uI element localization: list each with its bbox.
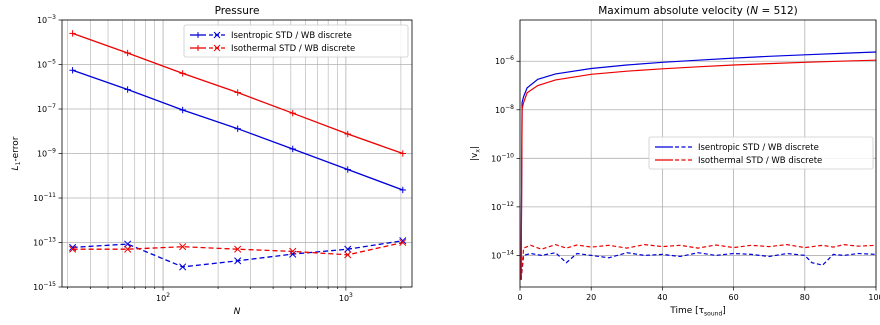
y-tick-label: 10−7 [37,103,56,114]
data-point [289,250,297,258]
legend-entry: Isothermal STD / WB discrete [655,156,822,166]
series-isothermal-wb-discrete [520,243,877,280]
data-point [124,49,131,57]
x-tick-label: 60 [729,293,739,302]
y-axis-label: |vx| [470,146,482,161]
data-point [399,150,406,157]
data-point [289,109,296,117]
data-point [69,30,76,37]
data-point [234,89,241,96]
series-isentropic-wb-discrete [520,252,877,280]
marker-stroke [289,247,297,255]
data-point [234,257,242,265]
series-isentropic-wb-discrete [69,237,407,271]
series-isothermal-std [520,59,877,280]
y-tick-label: 10−5 [37,59,56,70]
data-point [344,166,351,173]
x-axis-label: N [234,307,241,317]
legend-label: Isentropic STD / WB discrete [698,143,819,153]
chart-title: Maximum absolute velocity (N = 512) [598,5,798,17]
series-isothermal-wb-discrete [69,238,407,259]
y-tick-label: 10−14 [491,249,514,260]
data-point [69,245,77,253]
data-point [69,67,76,74]
chart-title: Pressure [215,5,260,17]
x-tick-label: 100 [868,293,880,302]
legend-box [648,136,874,170]
plot-frame [519,19,877,288]
data-point [399,186,406,194]
marker-stroke [69,245,77,253]
legend-marker [213,31,221,39]
marker-stroke [179,243,187,251]
marker-stroke [234,245,242,253]
x-tick-label: 80 [800,293,810,302]
marker-stroke [289,250,297,258]
legend-marker [213,44,221,52]
data-point [289,145,296,153]
marker-stroke [399,238,407,247]
y-tick-label: 10−9 [37,148,56,159]
series-isentropic-std [69,67,406,194]
y-tick-label: 10−13 [33,237,56,248]
series-isothermal-std [69,30,406,157]
marker-stroke [234,257,242,265]
data-point [289,247,297,255]
data-point [179,70,186,77]
legend: Isentropic STD / WB discrete Isothermal S… [183,24,409,58]
data-point [179,243,187,251]
legend-label: Isentropic STD / WB discrete [231,31,352,41]
data-point [234,245,242,253]
y-axis-label: L1-error [11,136,22,170]
legend-entry: Isentropic STD / WB discrete [655,143,819,153]
data-point [344,245,352,253]
legend-box [183,24,409,58]
x-tick-label: 20 [586,293,596,302]
data-point [179,106,186,114]
y-tick-label: 10−6 [495,55,514,66]
data-point [234,125,241,132]
pressure-error-chart: 102 103 10−15 10−13 10−11 10−9 10−7 10−5 10−3 Pre… [11,5,413,317]
data-point [179,263,187,271]
max-velocity-chart: 0 20 40 60 80 100 10−14 10−12 10−10 10−8 10−6 Maxim… [470,5,880,318]
data-point [399,238,407,247]
marker-stroke [344,245,352,253]
data-point [344,130,351,138]
y-tick-label: 10−15 [33,281,56,292]
legend-label: Isothermal STD / WB discrete [698,156,822,166]
data-point [344,251,352,259]
legend: Isentropic STD / WB discrete Isothermal S… [648,136,874,170]
marker-stroke [124,245,132,253]
series-isentropic-std [520,51,877,280]
x-tick-label: 40 [657,293,667,302]
y-tick-label: 10−8 [495,104,514,115]
marker-stroke [69,243,77,251]
marker-stroke [344,251,352,259]
y-tick-label: 10−3 [37,14,56,25]
x-axis-label: Time [τsound] [669,306,726,318]
data-point [124,240,132,248]
data-point [124,86,131,93]
y-tick-label: 10−12 [491,201,514,212]
y-tick-label: 10−10 [491,152,514,163]
x-tick-label: 102 [156,292,170,303]
data-point [124,245,132,253]
x-tick-label: 103 [339,292,353,303]
legend-label: Isothermal STD / WB discrete [231,44,355,54]
marker-stroke [179,263,187,271]
legend-entry: Isentropic STD / WB discrete [190,31,352,41]
y-tick-label: 10−11 [33,192,56,203]
marker-stroke [124,240,132,248]
x-tick-label: 0 [517,293,522,302]
legend-entry: Isothermal STD / WB discrete [190,44,355,54]
